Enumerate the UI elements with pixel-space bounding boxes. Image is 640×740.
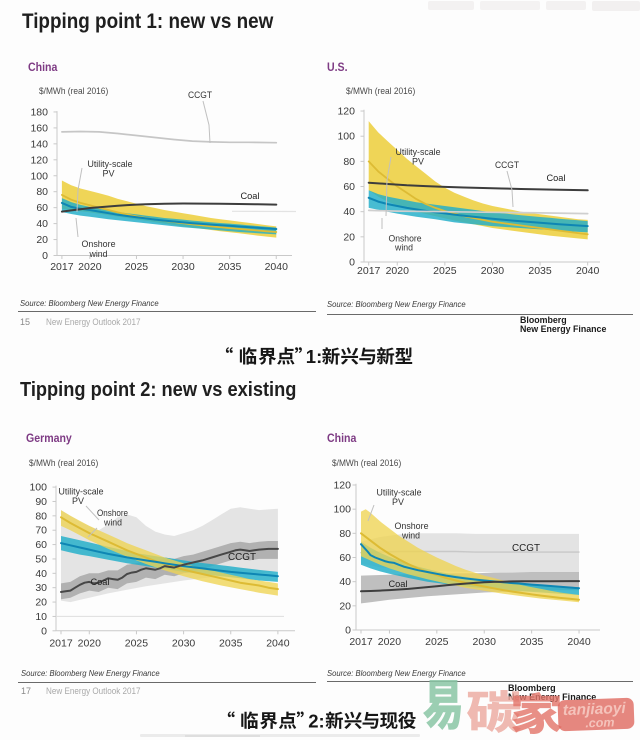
svg-text:PV: PV [412,157,425,168]
svg-text:wind: wind [103,518,122,529]
svg-text:20: 20 [35,597,47,609]
svg-text:2030: 2030 [171,261,195,273]
svg-text:Utility-scale: Utility-scale [396,147,441,158]
svg-text:100: 100 [29,482,47,494]
svg-text:2035: 2035 [219,637,243,649]
svg-text:120: 120 [30,154,48,166]
svg-text:80: 80 [343,156,355,168]
svg-text:140: 140 [30,138,48,150]
svg-text:80: 80 [36,186,48,198]
svg-text:30: 30 [35,582,47,594]
svg-text:2025: 2025 [125,637,149,649]
svg-text:2030: 2030 [481,265,505,277]
svg-text:2:: 2: [308,710,324,731]
svg-text:PV: PV [72,496,85,507]
svg-text:0: 0 [345,625,351,637]
svg-text:120: 120 [337,106,355,118]
svg-text:Onshore: Onshore [82,239,116,250]
svg-text:Coal: Coal [389,579,408,590]
svg-text:0: 0 [41,625,47,637]
svg-text:0: 0 [349,257,355,269]
svg-text:PV: PV [103,169,116,180]
svg-text:CCGT: CCGT [495,160,519,171]
svg-text:2020: 2020 [78,261,102,273]
svg-text:CCGT: CCGT [228,552,256,563]
svg-text:80: 80 [339,528,351,540]
svg-text:tanjiaoyi: tanjiaoyi [563,700,627,719]
svg-text:2035: 2035 [218,261,242,273]
svg-text:160: 160 [30,122,48,134]
svg-text:Coal: Coal [241,191,260,202]
svg-text:Utility-scale: Utility-scale [59,487,104,498]
svg-text:Utility-scale: Utility-scale [88,159,133,170]
svg-text:20: 20 [339,600,351,612]
svg-text:2025: 2025 [425,636,449,648]
svg-text:wind: wind [89,249,108,260]
svg-text:90: 90 [35,496,47,508]
svg-text:2035: 2035 [520,636,544,648]
svg-text:2040: 2040 [265,261,289,273]
svg-text:2040: 2040 [266,637,290,649]
svg-text:PV: PV [392,497,405,508]
svg-text:1:: 1: [306,346,322,367]
svg-text:40: 40 [343,206,355,218]
svg-text:2030: 2030 [473,636,497,648]
svg-text:Coal: Coal [91,577,110,588]
svg-text:10: 10 [35,611,47,623]
svg-text:2017: 2017 [49,637,73,649]
svg-text:2030: 2030 [172,637,196,649]
svg-text:2017: 2017 [357,265,381,277]
svg-text:2017: 2017 [349,636,373,648]
svg-text:2040: 2040 [567,636,591,648]
svg-text:2020: 2020 [378,636,402,648]
svg-text:60: 60 [339,552,351,564]
svg-text:wind: wind [394,243,413,254]
svg-text:180: 180 [30,106,48,118]
svg-text:100: 100 [333,504,351,516]
svg-text:Utility-scale: Utility-scale [377,488,422,499]
svg-text:120: 120 [333,480,351,492]
svg-text:50: 50 [35,553,47,565]
svg-text:2025: 2025 [125,261,149,273]
svg-text:40: 40 [36,218,48,230]
svg-text:Onshore: Onshore [97,508,128,519]
svg-text:2035: 2035 [528,265,552,277]
svg-text:.com: .com [585,715,615,730]
svg-text:Onshore: Onshore [389,234,422,245]
svg-text:2017: 2017 [50,261,74,273]
svg-text:80: 80 [35,510,47,522]
svg-text:100: 100 [337,131,355,143]
svg-text:40: 40 [339,576,351,588]
svg-text:60: 60 [36,202,48,214]
svg-text:2025: 2025 [433,265,457,277]
svg-text:60: 60 [35,539,47,551]
svg-text:100: 100 [30,170,48,182]
svg-text:Coal: Coal [547,173,566,184]
svg-text:wind: wind [401,531,420,542]
svg-text:70: 70 [35,525,47,537]
svg-text:2020: 2020 [78,637,102,649]
svg-text:2020: 2020 [386,265,410,277]
svg-text:CCGT: CCGT [512,543,540,554]
svg-text:Onshore: Onshore [395,521,429,532]
svg-text:40: 40 [35,568,47,580]
svg-text:CCGT: CCGT [188,90,212,101]
svg-text:60: 60 [343,181,355,193]
svg-text:20: 20 [343,231,355,243]
svg-text:20: 20 [36,234,48,246]
svg-text:2040: 2040 [576,265,600,277]
svg-text:0: 0 [42,250,48,262]
